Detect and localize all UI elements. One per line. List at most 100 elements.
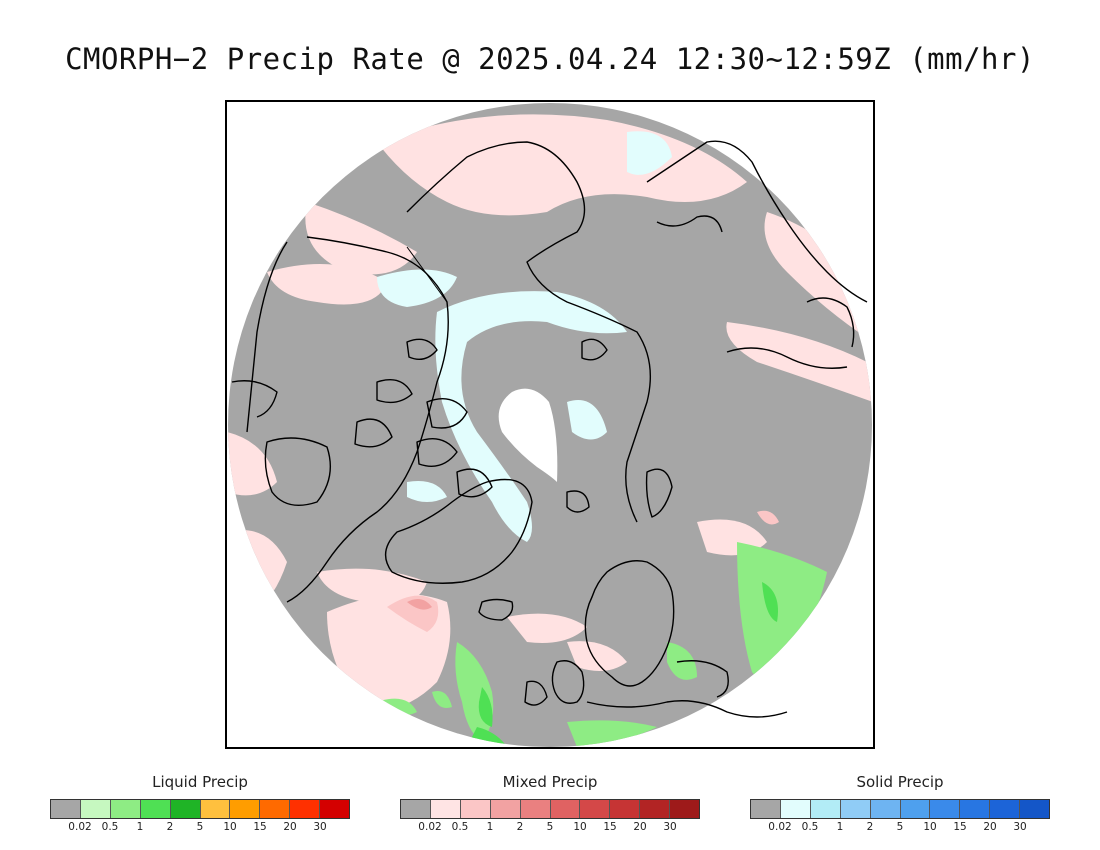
mixed-precip-area: [407, 598, 432, 610]
legend-tick-label: 5: [196, 821, 204, 833]
solid-precip-area: [627, 131, 672, 175]
legend-swatch-mixed-6: [580, 800, 611, 818]
legend-tick-label: 10: [573, 821, 587, 833]
liquid-precip-area: [737, 542, 827, 680]
coastline-arctic-island: [354, 418, 393, 448]
coastline-chukotka: [726, 347, 848, 369]
coastline-hudson-bay: [264, 437, 331, 506]
legend-tick-label: 2: [866, 821, 874, 833]
legend-swatch-solid-4: [870, 800, 901, 818]
liquid-precip-area: [762, 582, 778, 622]
coastline-arctic-island: [376, 379, 413, 404]
legend-tick-label: 0.02: [768, 821, 792, 833]
legend-tick-label: 2: [516, 821, 524, 833]
legend-tick-label: 2: [166, 821, 174, 833]
solid-precip-area: [435, 291, 627, 542]
coastline-north-america: [286, 236, 449, 603]
mixed-precip-area: [305, 202, 417, 275]
legend-liquid: Liquid Precip 0.02 0.5 1 2 5 10 15 20 30: [50, 772, 350, 835]
mixed-precip-area: [228, 432, 277, 496]
legend-tick-label: 0.5: [451, 821, 469, 833]
legend-ticks-liquid: 0.02 0.5 1 2 5 10 15 20 30: [50, 821, 350, 835]
coastline-greenland: [384, 478, 533, 584]
legend-title-liquid: Liquid Precip: [152, 773, 248, 791]
legend-swatch-liquid-6: [230, 800, 261, 818]
coastline-novaya-zemlya: [645, 468, 673, 518]
legend-swatch-liquid-1: [80, 800, 111, 818]
legend-tick-label: 30: [313, 821, 327, 833]
legend-colorbar-mixed: [400, 799, 700, 819]
legend-tick-label: 30: [663, 821, 677, 833]
polar-precip-map: [225, 100, 875, 749]
legend-solid: Solid Precip 0.02 0.5 1 2 5 10 15 20 30: [750, 772, 1050, 835]
legend-swatch-mixed-7: [610, 800, 641, 818]
legend-colorbar-liquid: [50, 799, 350, 819]
coastline-iceland: [478, 598, 514, 621]
legend-swatch-mixed-4: [520, 800, 551, 818]
legend-tick-label: 5: [896, 821, 904, 833]
legend-tick-label: 1: [486, 821, 494, 833]
map-title: CMORPH−2 Precip Rate @ 2025.04.24 12:30~…: [65, 42, 1035, 76]
coastlines: [231, 140, 868, 718]
coastline-europe: [676, 660, 729, 698]
legend-tick-label: 15: [603, 821, 617, 833]
legend-tick-label: 20: [983, 821, 997, 833]
legend-colorbar-solid: [750, 799, 1050, 819]
mixed-precip-area: [567, 641, 627, 671]
legend-title-mixed: Mixed Precip: [502, 773, 598, 791]
coastline-scandinavia: [584, 560, 675, 687]
coastline-arctic-island: [416, 438, 458, 467]
legend-title-solid: Solid Precip: [856, 773, 944, 791]
legend-swatch-liquid-2: [110, 800, 141, 818]
legend-tick-label: 0.5: [801, 821, 819, 833]
legend-tick-label: 0.5: [101, 821, 119, 833]
coastline-siberia: [656, 215, 723, 233]
legend-swatch-solid-6: [930, 800, 961, 818]
coastline-siberia: [581, 338, 608, 361]
legend-swatch-solid-8: [990, 800, 1021, 818]
legend-swatch-liquid-7: [260, 800, 291, 818]
legend-tick-label: 10: [223, 821, 237, 833]
legend-tick-label: 10: [923, 821, 937, 833]
mixed-precip-area: [267, 264, 387, 305]
coastline-bering: [806, 297, 855, 348]
solid-precip-area: [567, 400, 607, 440]
coastline-svalbard: [566, 490, 590, 513]
mixed-precip-area: [757, 510, 779, 525]
legend-tick-label: 20: [283, 821, 297, 833]
legend-tick-label: 5: [546, 821, 554, 833]
legend-swatch-liquid-8: [290, 800, 321, 818]
mixed-precip-area: [764, 212, 872, 342]
legend-swatch-solid-7: [960, 800, 991, 818]
legend-tick-label: 20: [633, 821, 647, 833]
legend-swatch-mixed-0: [401, 800, 431, 818]
legend-tick-label: 1: [836, 821, 844, 833]
mixed-precip-area: [507, 613, 587, 643]
coastline-europe: [586, 700, 788, 718]
coastline-arctic-island: [406, 338, 438, 360]
legend-tick-label: 15: [953, 821, 967, 833]
legend-swatch-solid-2: [810, 800, 841, 818]
legend-ticks-mixed: 0.02 0.5 1 2 5 10 15 20 30: [400, 821, 700, 835]
coastline-siberia: [406, 141, 652, 523]
coastline-north-america: [246, 241, 288, 433]
legend-swatch-solid-9: [1020, 800, 1050, 818]
solid-precip-area: [377, 269, 457, 307]
legend-tick-label: 15: [253, 821, 267, 833]
solid-precip-area: [407, 481, 447, 502]
legend-swatch-mixed-9: [670, 800, 700, 818]
polar-map-svg: [228, 103, 872, 747]
legend-tick-label: 0.02: [418, 821, 442, 833]
legend-ticks-solid: 0.02 0.5 1 2 5 10 15 20 30: [750, 821, 1050, 835]
legend-swatch-liquid-9: [320, 800, 350, 818]
liquid-precip-area: [478, 687, 493, 727]
legend-swatch-solid-5: [900, 800, 931, 818]
legend-swatch-mixed-8: [640, 800, 671, 818]
liquid-precip-area: [432, 691, 452, 708]
legend-swatch-solid-0: [751, 800, 781, 818]
coastline-arctic-island: [426, 398, 468, 429]
legend-swatch-mixed-5: [550, 800, 581, 818]
coastline-europe: [551, 660, 585, 704]
legend-swatch-liquid-0: [51, 800, 81, 818]
legend-swatch-liquid-4: [170, 800, 201, 818]
